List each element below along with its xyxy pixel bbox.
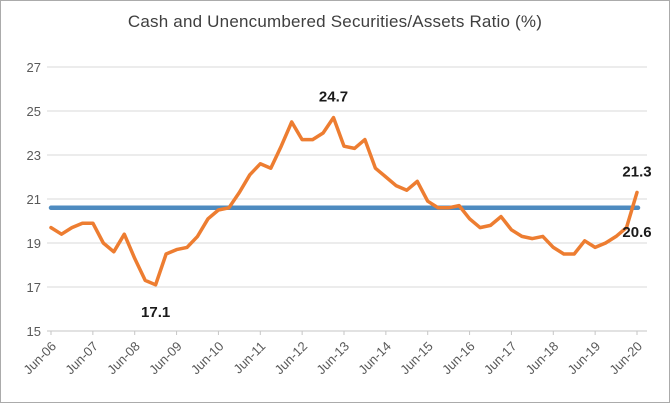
y-tick-label: 19 xyxy=(27,236,41,251)
x-tick-label: Jun-13 xyxy=(313,339,352,378)
chart-title: Cash and Unencumbered Securities/Assets … xyxy=(127,12,543,31)
x-tick-label: Jun-19 xyxy=(565,339,604,378)
x-tick-label: Jun-08 xyxy=(104,339,143,378)
y-tick-label: 15 xyxy=(27,324,41,339)
y-axis-labels: 15 17 19 21 23 25 27 xyxy=(27,60,41,339)
y-tick-label: 17 xyxy=(27,280,41,295)
x-tick-label: Jun-16 xyxy=(439,339,478,378)
x-tick-label: Jun-11 xyxy=(230,339,268,377)
x-tick-label: Jun-07 xyxy=(62,339,101,378)
data-labels: 24.7 17.1 21.3 20.6 xyxy=(141,89,652,321)
data-label: 24.7 xyxy=(319,89,348,106)
x-tick-label: Jun-12 xyxy=(272,339,311,378)
x-axis-ticks xyxy=(50,331,638,335)
y-tick-label: 21 xyxy=(27,192,41,207)
y-tick-label: 27 xyxy=(27,60,41,75)
benchmark-label: 20.6 xyxy=(622,224,651,241)
x-tick-label: Jun-10 xyxy=(188,339,227,378)
data-label: 17.1 xyxy=(141,304,170,321)
y-tick-label: 23 xyxy=(27,148,41,163)
x-tick-label: Jun-09 xyxy=(146,339,185,378)
x-tick-label: Jun-06 xyxy=(20,339,59,378)
x-axis-labels: Jun-06 Jun-07 Jun-08 Jun-09 Jun-10 Jun-11 Jun-… xyxy=(20,339,645,378)
data-label: 21.3 xyxy=(622,163,651,180)
x-tick-label: Jun-15 xyxy=(397,339,436,378)
y-tick-label: 25 xyxy=(27,104,41,119)
x-tick-label: Jun-18 xyxy=(523,339,562,378)
x-tick-label: Jun-20 xyxy=(606,339,645,378)
series-line xyxy=(49,115,639,287)
y-gridlines xyxy=(47,66,647,332)
x-tick-label: Jun-17 xyxy=(481,339,520,378)
x-tick-label: Jun-14 xyxy=(355,339,394,378)
